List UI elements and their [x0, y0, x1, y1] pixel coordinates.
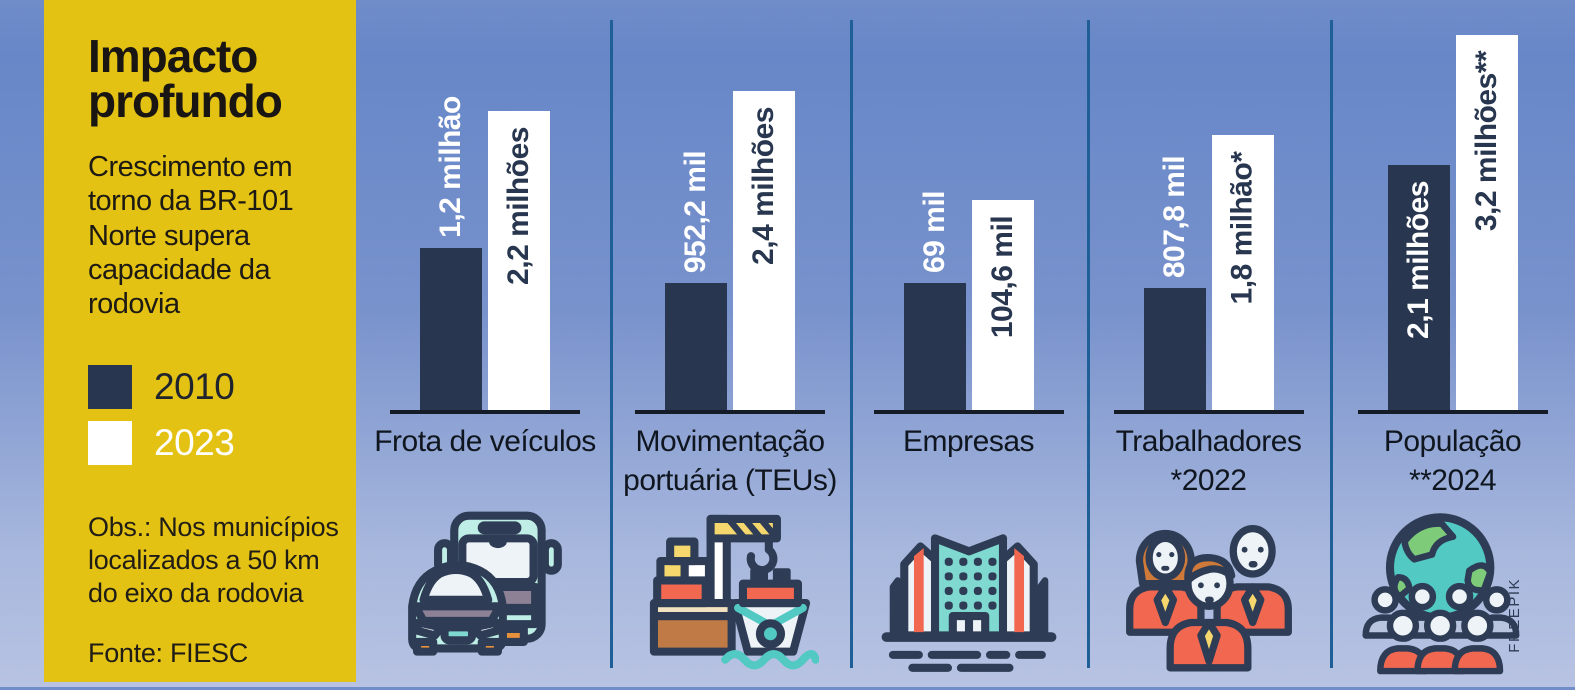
category-label-populacao: População **2024: [1330, 422, 1575, 500]
panel-frota-de-veiculos: 1,2 milhão 2,2 milhões Frota de veículos: [360, 0, 610, 687]
legend-label-2010: 2010: [154, 366, 235, 408]
axis-baseline: [390, 410, 580, 414]
legend-label-2023: 2023: [154, 422, 235, 464]
section-divider: [1330, 20, 1333, 668]
vehicles-icon: [396, 505, 574, 685]
bar-2023-trabalhadores: [1211, 135, 1274, 410]
section-divider: [610, 20, 613, 668]
chart-area: 1,2 milhão 2,2 milhões Frota de veículos: [360, 0, 1575, 687]
axis-baseline: [1357, 410, 1548, 414]
bar-value-label: 2,1 milhões: [1401, 181, 1435, 339]
category-label-empresas: Empresas: [850, 422, 1087, 461]
bar-value-label: 104,6 mil: [985, 215, 1019, 339]
bar-value-label: 1,8 milhão*: [1225, 151, 1259, 304]
panel-trabalhadores: 807,8 mil 1,8 milhão* Trabalhadores *202…: [1087, 0, 1330, 687]
bar-value-label: 3,2 milhões**: [1469, 50, 1503, 232]
category-line2: portuária (TEUs): [623, 464, 837, 497]
bar-value-label: 69 mil: [917, 190, 951, 274]
chart-title: Impacto profundo: [88, 30, 283, 128]
bar-2010-portos: [665, 283, 727, 410]
population-icon: [1356, 505, 1534, 685]
axis-baseline: [1113, 410, 1304, 414]
axis-baseline: [873, 410, 1064, 414]
sidebar: Impacto profundo Crescimento em torno da…: [44, 0, 356, 682]
legend-swatch-2010: [88, 365, 132, 410]
category-label-frota: Frota de veículos: [360, 422, 610, 461]
bar-2023-empresas: [971, 200, 1034, 410]
category-line1: Frota de veículos: [374, 425, 596, 458]
legend-item-2023: 2023: [88, 421, 336, 466]
section-divider: [850, 20, 853, 668]
plot-trabalhadores: 807,8 mil 1,8 milhão*: [1087, 20, 1330, 410]
chart-subtitle: Crescimento em torno da BR-101 Norte sup…: [88, 151, 294, 321]
category-line1: Trabalhadores: [1115, 425, 1302, 458]
bar-2023-populacao: [1455, 35, 1518, 410]
axis-baseline: [635, 410, 825, 414]
category-line1: Movimentação: [635, 425, 825, 458]
legend-swatch-2023: [88, 421, 132, 466]
category-label-trabalhadores: Trabalhadores *2022: [1087, 422, 1330, 500]
bar-2023-frota: [488, 111, 550, 410]
buildings-icon: [880, 505, 1058, 685]
chart-note: Obs.: Nos municípios localizados a 50 km…: [88, 512, 339, 609]
freepik-credit: FREEPIK: [1506, 578, 1523, 653]
bar-2010-empresas: [903, 283, 966, 410]
plot-portos: 952,2 mil 2,4 milhões: [610, 20, 850, 410]
bar-2010-populacao: [1387, 165, 1450, 410]
category-line1: Empresas: [902, 425, 1035, 458]
port-icon: [641, 505, 820, 685]
section-divider: [1087, 20, 1090, 668]
bar-value-label: 1,2 milhão: [433, 96, 467, 238]
category-line2: **2024: [1408, 464, 1497, 497]
panel-empresas: 69 mil 104,6 mil Empresas: [850, 0, 1087, 687]
bar-2010-frota: [420, 248, 482, 410]
legend: 2010 2023: [88, 365, 336, 466]
plot-populacao: 2,1 milhões 3,2 milhões**: [1330, 20, 1575, 410]
category-label-portos: Movimentação portuária (TEUs): [610, 422, 850, 500]
bar-value-label: 2,4 milhões: [746, 107, 780, 265]
bar-2023-portos: [733, 91, 795, 410]
workers-icon: [1120, 505, 1298, 685]
chart-source: Fonte: FIESC: [88, 638, 248, 669]
bar-2010-trabalhadores: [1143, 288, 1206, 410]
bar-value-label: 2,2 milhões: [501, 127, 535, 285]
plot-empresas: 69 mil 104,6 mil: [850, 20, 1087, 410]
plot-frota: 1,2 milhão 2,2 milhões: [360, 20, 610, 410]
panel-populacao: 2,1 milhões 3,2 milhões** População **20…: [1330, 0, 1575, 687]
category-line2: *2022: [1170, 464, 1247, 497]
legend-item-2010: 2010: [88, 365, 336, 410]
category-line1: População: [1383, 425, 1522, 458]
panel-movimentacao-portuaria: 952,2 mil 2,4 milhões Movimentação portu…: [610, 0, 850, 687]
bar-value-label: 807,8 mil: [1157, 155, 1191, 279]
bar-value-label: 952,2 mil: [679, 150, 713, 274]
